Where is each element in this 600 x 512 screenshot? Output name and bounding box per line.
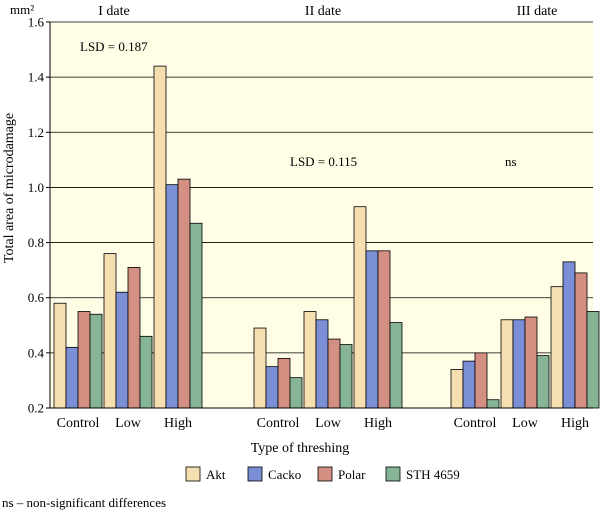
bar	[339, 344, 353, 409]
bar	[512, 319, 526, 409]
bar	[462, 360, 476, 409]
x-tick-label: Low	[315, 416, 342, 431]
group-annotation: LSD = 0.115	[290, 154, 357, 169]
y-tick-label: 0.2	[28, 401, 44, 416]
bar	[500, 319, 514, 409]
bars	[53, 65, 600, 409]
bar	[189, 222, 203, 409]
y-tick-label: 0.4	[28, 345, 45, 360]
y-tick-label: 0.6	[28, 290, 45, 305]
y-axis-label: Total area of microdamage	[2, 113, 17, 263]
legend-swatch	[317, 466, 333, 482]
legend-label: STH 4659	[406, 467, 460, 482]
bar	[574, 272, 588, 409]
bar	[389, 322, 403, 409]
footnote: ns – non-significant differences	[2, 495, 166, 510]
x-tick-label: Low	[115, 416, 142, 431]
legend: Akt Cacko Polar STH 4659	[185, 466, 460, 482]
x-tick-label: Control	[57, 416, 100, 431]
y-tick-label: 0.8	[28, 235, 44, 250]
bar	[353, 206, 367, 409]
bar	[377, 250, 391, 409]
y-tick-label: 1.4	[28, 70, 45, 85]
bar	[139, 335, 153, 409]
bar	[327, 338, 341, 409]
bar	[103, 253, 117, 409]
bar	[253, 327, 267, 409]
bar	[536, 355, 550, 409]
group-annotation: LSD = 0.187	[80, 39, 148, 54]
bar	[474, 352, 488, 409]
bar	[365, 250, 379, 409]
legend-label: Cacko	[268, 467, 301, 482]
x-tick-label: Low	[512, 416, 539, 431]
y-tick-label: 1.0	[28, 180, 44, 195]
x-tick-label: Control	[257, 416, 300, 431]
y-unit-label: mm²	[10, 2, 34, 17]
bar	[53, 302, 67, 409]
bar	[165, 184, 179, 409]
group-annotation: ns	[505, 154, 517, 169]
group-label: I date	[98, 4, 129, 19]
legend-swatch	[247, 466, 263, 482]
bar	[303, 311, 317, 409]
x-tick-label: High	[364, 416, 392, 431]
legend-swatch	[385, 466, 401, 482]
bar	[177, 178, 191, 409]
x-axis-label: Type of threshing	[251, 441, 350, 456]
bar	[277, 357, 291, 409]
bar	[89, 313, 103, 409]
bar	[115, 291, 129, 409]
bar	[450, 368, 464, 409]
group-labels: I date LSD = 0.187 II date LSD = 0.115 III d…	[80, 4, 557, 169]
bar	[315, 319, 329, 409]
bar	[127, 266, 141, 409]
x-tick-label: High	[561, 416, 589, 431]
bar	[550, 286, 564, 409]
x-tick-label: Control	[454, 416, 497, 431]
bar	[562, 261, 576, 409]
legend-swatch	[185, 466, 201, 482]
y-ticks: 0.2 0.4 0.6 0.8 1.0 1.2 1.4 1.6	[28, 15, 50, 416]
x-tick-label: High	[164, 416, 192, 431]
bar	[524, 316, 538, 409]
bar	[289, 377, 303, 409]
x-ticks: Control Low High Control Low High Control Low Hi…	[57, 416, 589, 431]
bar	[265, 366, 279, 409]
bar	[586, 311, 600, 409]
bar	[65, 346, 79, 409]
bar	[77, 311, 91, 409]
bar	[486, 399, 500, 409]
legend-label: Akt	[206, 467, 226, 482]
group-label: III date	[517, 4, 558, 19]
y-tick-label: 1.2	[28, 125, 44, 140]
bar	[153, 65, 167, 409]
legend-label: Polar	[338, 467, 366, 482]
group-label: II date	[305, 4, 341, 19]
y-tick-label: 1.6	[28, 15, 45, 30]
